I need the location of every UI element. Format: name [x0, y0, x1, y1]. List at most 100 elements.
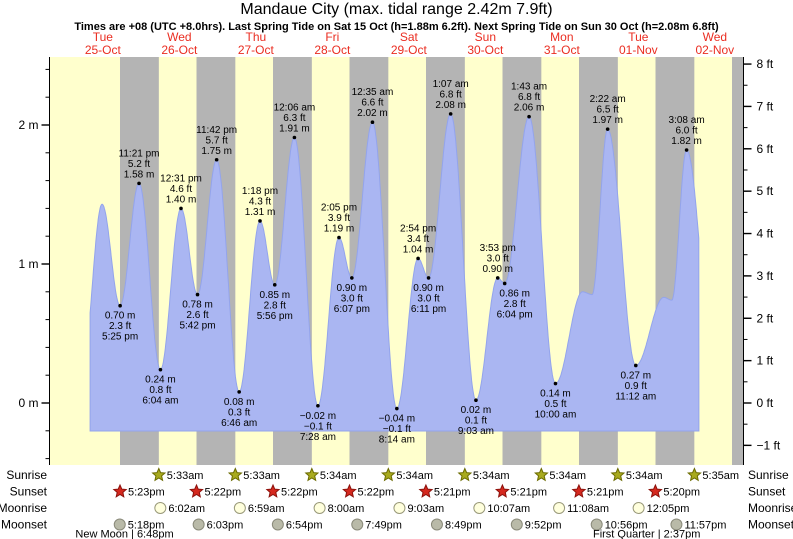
tide-label-line: 0.5 ft [544, 399, 566, 410]
sunrise-star-icon [533, 467, 549, 482]
sunrise-star-icon [151, 467, 167, 482]
moonset-circle-icon [113, 518, 126, 531]
tide-extreme-dot [416, 256, 420, 261]
tide-label-line: 1.97 m [592, 115, 623, 126]
day-name-label: Mon [550, 30, 573, 44]
low-tide-label: 0.90 m3.0 ft6:07 pm [334, 283, 370, 315]
tide-label-line: −0.1 ft [383, 424, 411, 435]
tide-label-line: 6.6 ft [361, 98, 383, 109]
sunset-star-icon [265, 483, 281, 498]
day-date-label: 25-Oct [85, 43, 122, 57]
tide-label-line: 6.3 ft [283, 113, 305, 124]
sunset-star-icon [189, 483, 204, 498]
tide-label-line: 0.08 m [224, 397, 255, 408]
tide-label-line: 4.6 ft [170, 184, 192, 195]
sunset-time: 5:23pm [128, 487, 165, 499]
sunset-star-icon [418, 483, 434, 498]
tide-label-line: 1.75 m [201, 146, 232, 157]
tide-label-line: 0.78 m [182, 300, 213, 311]
tide-label-line: 1:18 pm [242, 186, 278, 197]
sunrise-time: 5:34am [396, 470, 433, 482]
moonset-circle-icon [590, 518, 603, 531]
sunrise-time: 5:33am [243, 470, 280, 482]
moonset-time: 8:49pm [445, 520, 482, 532]
tide-label-line: 0.9 ft [625, 381, 647, 392]
tide-label-line: 1.82 m [671, 136, 702, 147]
tide-label-line: 2:05 pm [321, 203, 357, 214]
high-tide-label: 3:08 am6.0 ft1.82 m [669, 115, 705, 147]
tide-label-line: 0.86 m [499, 288, 530, 299]
tide-label-line: 9:03 am [458, 426, 494, 437]
low-tide-label: −0.04 m−0.1 ft8:14 am [379, 414, 415, 446]
tide-label-line: 12:31 pm [160, 173, 202, 184]
high-tide-label: 1:18 pm4.3 ft1.31 m [242, 186, 278, 218]
right-axis-label: 8 ft [757, 57, 774, 71]
tide-label-line: 5.7 ft [206, 135, 228, 146]
tide-extreme-dot [272, 283, 277, 287]
day-date-label: 31-Oct [544, 43, 581, 57]
right-axis-label: 4 ft [757, 227, 774, 241]
high-tide-label: 2:54 pm3.4 ft1.04 m [400, 223, 436, 255]
tide-label-line: 0.8 ft [149, 385, 171, 396]
sunset-time: 5:21pm [587, 487, 624, 499]
sunset-row-label-right: Sunset [748, 485, 786, 499]
moonrise-circle-icon [553, 502, 566, 514]
day-date-label: 30-Oct [467, 43, 504, 57]
moonrise-time: 10:07am [487, 503, 530, 515]
moon-phase-label: New Moon | 6:48pm [75, 529, 173, 539]
moonset-time: 6:03pm [207, 520, 244, 532]
moonrise-time: 11:08am [567, 503, 609, 515]
day-date-label: 26-Oct [161, 43, 198, 57]
moonrise-time: 12:05pm [647, 503, 690, 515]
tide-extreme-dot [553, 381, 558, 386]
low-tide-label: 0.86 m2.8 ft6:04 pm [497, 288, 533, 320]
page-title: Mandaue City (max. tidal range 2.42m 7.9… [240, 1, 553, 18]
tide-label-line: 3:53 pm [480, 243, 516, 254]
tide-label-line: 2.8 ft [504, 299, 526, 310]
low-tide-label: 0.78 m2.6 ft5:42 pm [179, 300, 215, 332]
moonrise-time: 9:03am [407, 503, 444, 515]
moonrise-circle-icon [233, 502, 246, 514]
sunset-time: 5:22pm [357, 487, 394, 499]
right-axis-label: 5 ft [757, 184, 774, 198]
low-tide-label: 0.02 m0.1 ft9:03 am [458, 405, 494, 437]
moonrise-circle-icon [393, 502, 406, 514]
tide-label-line: 5.2 ft [128, 159, 150, 170]
sunset-star-icon [571, 483, 587, 498]
moonset-circle-icon [351, 518, 364, 531]
tide-label-line: 11:42 pm [196, 125, 237, 136]
moonset-circle-icon [510, 518, 523, 531]
spring-tide-note: Times are +08 (UTC +8.0hrs). Last Spring… [74, 21, 719, 33]
sunrise-star-icon [304, 467, 320, 482]
tide-label-line: 0.90 m [337, 283, 368, 294]
day-date-label: 01-Nov [619, 43, 658, 57]
moonrise-time: 6:02am [168, 503, 205, 515]
tide-extreme-dot [527, 114, 531, 119]
sunrise-row-label-left: Sunrise [6, 468, 47, 482]
moonset-time: 5:18pm [128, 520, 165, 532]
day-name-label: Sat [400, 30, 419, 44]
moonset-time: 11:57pm [684, 520, 726, 532]
sunrise-time: 5:35am [702, 470, 739, 482]
moonrise-circle-icon [154, 502, 167, 514]
tide-label-line: 7:28 am [300, 432, 336, 443]
right-axis-label: 2 ft [757, 311, 774, 325]
low-tide-label: 0.70 m2.3 ft5:25 pm [102, 311, 138, 343]
tide-label-line: 5:42 pm [179, 321, 215, 332]
tide-label-line: 1.04 m [403, 244, 434, 255]
tide-extreme-dot [118, 303, 122, 308]
tide-label-line: 12:06 am [274, 103, 316, 114]
tide-extreme-dot [605, 127, 610, 131]
day-name-label: Wed [703, 30, 727, 44]
low-tide-label: 0.85 m2.8 ft5:56 pm [257, 290, 293, 322]
day-date-label: 02-Nov [696, 43, 735, 57]
tide-label-line: −0.1 ft [304, 421, 332, 432]
left-axis-label: 0 m [18, 396, 38, 410]
moonrise-circle-icon [313, 502, 326, 514]
high-tide-label: 2:22 am6.5 ft1.97 m [590, 94, 626, 126]
right-axis-label: 0 ft [757, 396, 774, 410]
tide-label-line: −0.04 m [379, 414, 415, 425]
tide-extreme-dot [237, 390, 241, 394]
